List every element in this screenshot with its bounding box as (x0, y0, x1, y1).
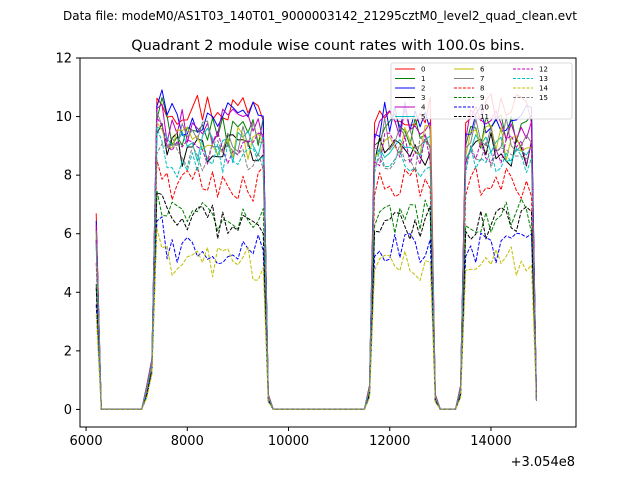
series-line-15 (95, 136, 537, 410)
series-line-6 (95, 122, 537, 410)
legend-label-12: 12 (539, 66, 548, 74)
legend-label-7: 7 (480, 75, 484, 83)
x-tick-label: 10000 (268, 434, 309, 449)
legend-label-1: 1 (421, 75, 425, 83)
legend-label-6: 6 (480, 66, 485, 74)
y-tick-label: 6 (64, 227, 72, 242)
series-line-5 (95, 126, 537, 410)
x-offset-label: +3.054e8 (511, 455, 575, 470)
y-tick-label: 2 (64, 344, 72, 359)
legend-label-4: 4 (421, 104, 426, 112)
series-line-2 (95, 89, 537, 410)
legend-box (390, 62, 573, 120)
series-line-14 (95, 227, 537, 410)
series-line-8 (95, 159, 537, 410)
series-line-11 (95, 192, 537, 410)
legend-label-2: 2 (421, 85, 425, 93)
legend-label-5: 5 (421, 113, 425, 121)
y-tick-label: 0 (64, 403, 72, 418)
y-tick-label: 12 (55, 52, 72, 67)
x-tick-label: 14000 (470, 434, 511, 449)
x-tick-label: 6000 (70, 434, 103, 449)
y-tick-label: 10 (55, 110, 72, 125)
series-line-7 (95, 111, 537, 410)
chart-suptitle: Data file: modeM0/AS1T03_140T01_90000031… (63, 9, 577, 23)
x-tick-label: 8000 (171, 434, 204, 449)
series-line-12 (95, 117, 537, 410)
y-tick-label: 8 (64, 169, 72, 184)
legend-label-15: 15 (539, 94, 548, 102)
x-tick-label: 12000 (369, 434, 410, 449)
y-tick-label: 4 (64, 286, 72, 301)
legend-label-14: 14 (539, 85, 548, 93)
series-lines (95, 89, 537, 410)
legend-label-3: 3 (421, 94, 425, 102)
series-line-3 (95, 122, 537, 410)
legend-label-8: 8 (480, 85, 484, 93)
series-line-9 (95, 190, 537, 410)
chart-title: Quadrant 2 module wise count rates with … (131, 38, 525, 54)
series-line-10 (95, 216, 537, 410)
legend-label-0: 0 (421, 66, 425, 74)
legend-label-9: 9 (480, 94, 484, 102)
axes-frame (79, 57, 577, 428)
legend-label-11: 11 (480, 113, 489, 121)
series-line-13 (95, 127, 537, 410)
plot-area: 6000 8000 10000 12000 1400002468101201234567… (55, 52, 577, 449)
legend-label-13: 13 (539, 75, 548, 83)
legend-label-10: 10 (480, 104, 489, 112)
